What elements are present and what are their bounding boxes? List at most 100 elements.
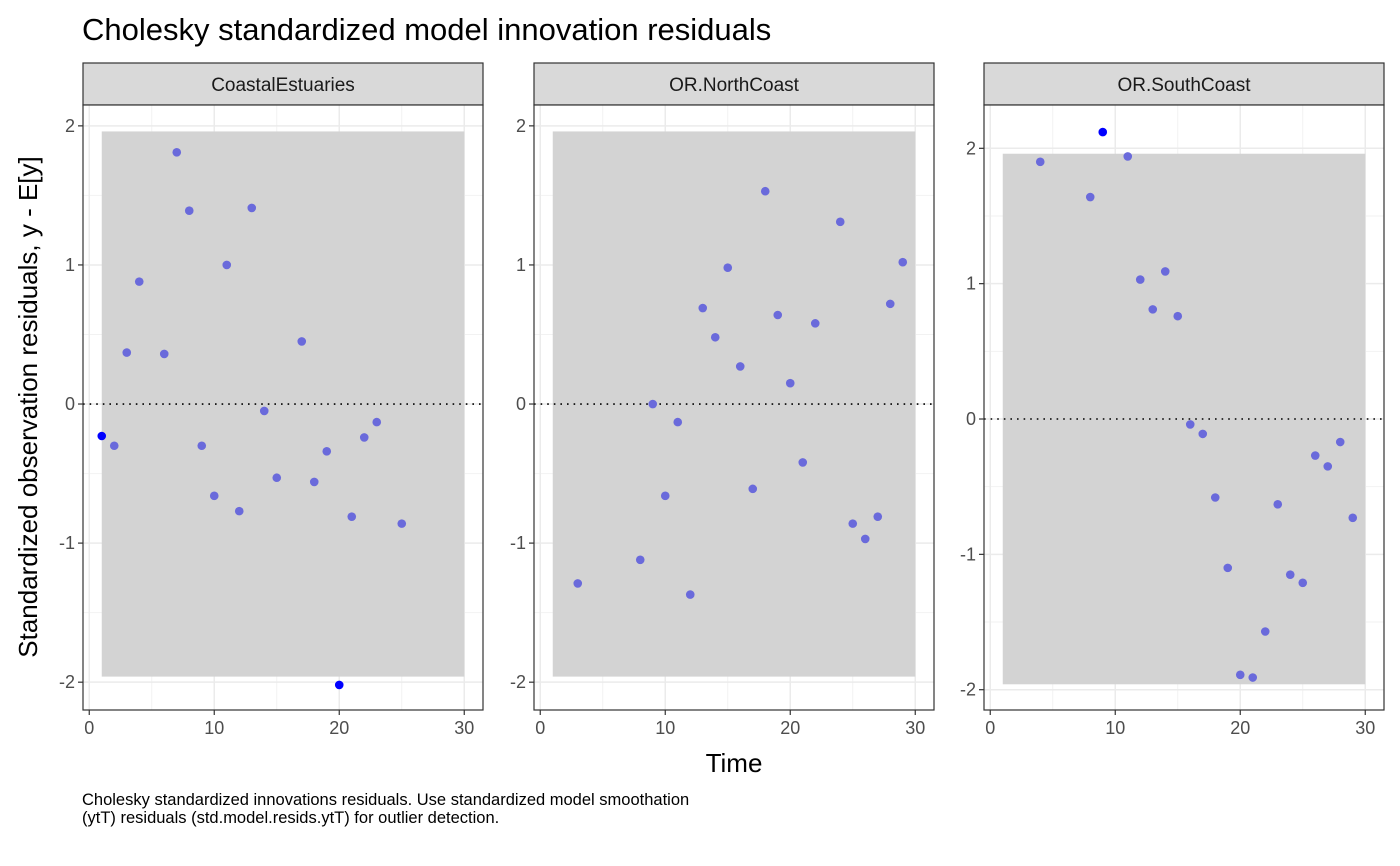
data-point <box>1148 305 1158 314</box>
data-point <box>723 263 733 273</box>
data-point <box>222 260 232 270</box>
y-tick-label: 0 <box>516 394 526 414</box>
y-tick-label: 1 <box>516 255 526 275</box>
data-point <box>1185 420 1195 429</box>
x-tick-label: 30 <box>454 718 474 738</box>
data-point <box>1260 627 1270 636</box>
x-tick-label: 30 <box>905 718 925 738</box>
data-point <box>1210 493 1220 502</box>
data-point <box>172 147 182 157</box>
data-point <box>122 348 132 357</box>
data-point <box>635 555 645 565</box>
data-point <box>1298 578 1308 588</box>
data-point <box>898 257 908 267</box>
data-point <box>673 417 683 427</box>
x-axis-title: Time <box>706 748 763 778</box>
data-point <box>184 206 194 216</box>
y-tick-label: -2 <box>59 672 75 692</box>
data-point <box>860 534 870 544</box>
x-tick-label: 30 <box>1355 718 1375 738</box>
data-point <box>159 349 169 359</box>
y-tick-label: 2 <box>966 138 976 158</box>
data-point <box>347 512 357 521</box>
data-point <box>885 299 895 309</box>
data-point <box>1273 499 1283 509</box>
facet-panel: CoastalEstuaries 0 10 20 30 -2 -1 0 1 2 <box>59 62 484 738</box>
data-points <box>97 147 407 690</box>
data-point <box>848 519 858 528</box>
y-tick-label: 2 <box>516 116 526 136</box>
x-tick-label: 10 <box>1105 718 1125 738</box>
facet-strip-label: OR.SouthCoast <box>1117 75 1251 96</box>
facet-strip-label: CoastalEstuaries <box>211 75 355 96</box>
data-points <box>573 186 908 599</box>
data-point <box>134 277 144 286</box>
panel-border <box>533 104 935 711</box>
data-point <box>810 319 820 328</box>
data-point <box>109 441 119 451</box>
outlier-point <box>334 680 344 690</box>
data-point <box>309 477 319 487</box>
data-point <box>1160 267 1170 276</box>
data-point <box>1085 192 1095 202</box>
data-point <box>1310 451 1320 460</box>
data-point <box>1285 570 1295 579</box>
data-point <box>660 491 670 501</box>
x-tick-label: 10 <box>655 718 675 738</box>
data-point <box>259 406 269 416</box>
y-tick-label: 2 <box>65 116 75 136</box>
facet-strip <box>533 62 935 106</box>
data-point <box>873 512 883 521</box>
chart-caption: Cholesky standardized innovations residu… <box>82 791 690 827</box>
x-tick-label: 10 <box>204 718 224 738</box>
x-tick-label: 20 <box>329 718 349 738</box>
data-point <box>1335 437 1345 447</box>
data-point <box>1123 152 1133 161</box>
data-point <box>773 310 783 320</box>
y-tick-label: -1 <box>960 544 976 564</box>
y-tick-label: 1 <box>966 274 976 294</box>
data-point <box>748 484 758 494</box>
data-point <box>710 332 720 342</box>
data-point <box>685 590 695 599</box>
outlier-point <box>1098 127 1108 137</box>
data-point <box>1173 311 1183 321</box>
data-point <box>1323 462 1333 471</box>
data-point <box>297 337 307 346</box>
x-tick-label: 20 <box>780 718 800 738</box>
data-point <box>648 399 658 409</box>
y-tick-label: -2 <box>510 672 526 692</box>
y-tick-label: -1 <box>510 533 526 553</box>
data-point <box>1223 563 1233 573</box>
y-axis-title: Standardized observation residuals, y - … <box>13 156 43 657</box>
x-tick-label: 0 <box>985 718 995 738</box>
data-point <box>785 378 795 388</box>
data-point <box>698 303 708 313</box>
data-point <box>247 203 257 213</box>
confidence-band <box>552 131 916 677</box>
y-tick-label: 0 <box>966 409 976 429</box>
y-tick-label: -2 <box>960 680 976 700</box>
facet-strip <box>82 62 484 106</box>
y-tick-label: -1 <box>59 533 75 553</box>
x-tick-label: 0 <box>84 718 94 738</box>
y-tick-label: 0 <box>65 394 75 414</box>
data-point <box>272 473 282 483</box>
data-points <box>1035 127 1358 682</box>
data-point <box>573 579 583 588</box>
panel-border <box>983 104 1385 711</box>
data-point <box>359 433 369 442</box>
confidence-band <box>101 131 465 677</box>
data-point <box>760 186 770 196</box>
data-point <box>1135 275 1145 284</box>
data-point <box>1035 157 1045 167</box>
data-point <box>735 362 745 371</box>
data-point <box>234 506 244 516</box>
data-point <box>209 491 219 501</box>
y-tick-label: 1 <box>65 255 75 275</box>
facet-strip-label: OR.NorthCoast <box>669 75 800 96</box>
data-point <box>1198 429 1208 439</box>
data-point <box>1348 513 1358 523</box>
